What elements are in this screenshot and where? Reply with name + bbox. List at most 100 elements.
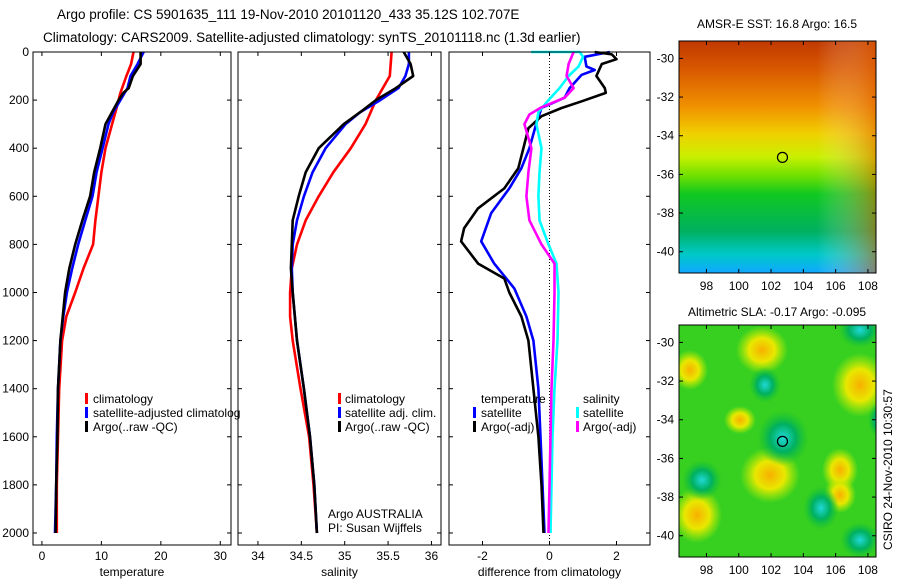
x-tick-label: 34 — [251, 549, 265, 563]
y-tick-label: 400 — [9, 141, 29, 155]
x-tick-label: 0 — [546, 549, 553, 563]
lon-tick-label: 100 — [729, 279, 749, 293]
argo-float-location-marker — [776, 151, 789, 163]
legend-swatch-climatology — [338, 393, 341, 404]
legend-swatch-argo — [338, 421, 341, 432]
x-axis-label: difference from climatology — [478, 565, 621, 579]
sla-low — [749, 367, 781, 403]
series-line-argo-adj- — [459, 50, 618, 534]
profile-panel-2: 34 34.5 35 35.5 36 salinity — [237, 51, 442, 579]
lon-tick-label: 98 — [700, 279, 714, 293]
salinity-legend: climatology satellite adj. clim. Argo(..… — [328, 392, 436, 535]
argo-australia-note: Argo AUSTRALIA — [328, 507, 423, 521]
series-line-satellite-adj-clim- — [290, 52, 411, 534]
series-line-climatology — [55, 51, 135, 533]
legend-label: Argo(-adj) — [481, 420, 534, 434]
sla-low — [803, 486, 839, 530]
legend-swatch-sal-satellite — [576, 407, 579, 418]
lat-tick-label: -32 — [657, 374, 675, 388]
legend-swatch-temp-satellite — [473, 407, 476, 418]
x-axis-label: temperature — [100, 565, 165, 579]
lon-tick-label: 108 — [858, 279, 878, 293]
x-tick-label: 36 — [425, 549, 439, 563]
legend-label: satellite — [583, 406, 624, 420]
sla-high — [832, 353, 876, 417]
y-tick-label: 2000 — [2, 526, 29, 540]
legend-label: satellite — [481, 406, 522, 420]
profile-panel-3: -2 0 2 difference from climatology — [448, 50, 651, 579]
y-tick-label: 1200 — [2, 334, 29, 348]
sst-map: AMSR-E SST: 16.8 Argo: 16.5 98 100 102 104 1… — [657, 17, 879, 293]
lat-tick-label: -36 — [657, 167, 675, 181]
sla-low — [757, 410, 809, 466]
lon-tick-label: 106 — [826, 563, 846, 577]
lat-tick-label: -38 — [657, 490, 675, 504]
lon-tick-label: 98 — [700, 563, 714, 577]
map-frame — [678, 40, 877, 274]
sla-high — [736, 326, 788, 374]
sst-map-title: AMSR-E SST: 16.8 Argo: 16.5 — [697, 17, 857, 31]
legend-label: satellite adj. clim. — [345, 406, 436, 420]
lat-tick-label: -40 — [657, 245, 675, 259]
profile-panel-1: 0 10 20 30 0 200 400 600 800 1000 1200 1400 1600 1800… — [2, 45, 232, 579]
legend-label: climatology — [345, 392, 405, 406]
series-line-satellite — [479, 50, 611, 534]
legend-swatch-argo — [85, 421, 88, 432]
legend-label: Argo(..raw -QC) — [93, 420, 178, 434]
sla-high — [724, 406, 756, 434]
lon-tick-label: 102 — [761, 563, 781, 577]
difference-legend: temperature satellite Argo(-adj) salinit… — [473, 392, 636, 434]
lon-tick-label: 100 — [729, 563, 749, 577]
legend-swatch-satellite — [338, 407, 341, 418]
lon-tick-label: 104 — [793, 563, 813, 577]
x-tick-label: 35 — [338, 549, 352, 563]
legend-swatch-climatology — [85, 393, 88, 404]
series-line-climatology — [288, 51, 393, 534]
lat-tick-label: -36 — [657, 451, 675, 465]
x-tick-label: 35.5 — [376, 549, 400, 563]
temperature-legend: climatology satellite-adjusted climatolo… — [85, 392, 246, 434]
y-tick-label: 200 — [9, 93, 29, 107]
sla-low — [840, 522, 876, 557]
csiro-timestamp: CSIRO 24-Nov-2010 10:30:57 — [881, 389, 895, 550]
series-line-satellite-adjusted-climatology — [53, 51, 145, 534]
lat-tick-label: -30 — [657, 335, 675, 349]
legend-label: climatology — [93, 392, 153, 406]
lon-tick-label: 104 — [793, 279, 813, 293]
sla-low — [682, 460, 722, 500]
argo-float-location-marker — [776, 435, 789, 447]
y-tick-label: 800 — [9, 237, 29, 251]
map-frame — [678, 324, 877, 558]
sla-low — [838, 325, 876, 348]
series-line-argo-adj- — [523, 51, 575, 534]
lat-tick-label: -30 — [657, 51, 675, 65]
lat-tick-label: -32 — [657, 90, 675, 104]
legend-group-salinity: salinity — [583, 392, 620, 406]
legend-group-temperature: temperature — [481, 392, 546, 406]
sla-high — [679, 350, 708, 390]
x-axis-label: salinity — [321, 565, 358, 579]
x-tick-label: 20 — [154, 549, 168, 563]
legend-label: satellite-adjusted climatology — [93, 406, 246, 420]
lat-tick-label: -34 — [657, 413, 675, 427]
x-tick-label: 34.5 — [290, 549, 314, 563]
y-tick-label: 1000 — [2, 285, 29, 299]
plot-frame — [32, 51, 232, 546]
plot-frame — [237, 51, 442, 546]
legend-swatch-satellite — [85, 407, 88, 418]
series-line-argo-raw-qc- — [54, 52, 142, 534]
sla-map-title: Altimetric SLA: -0.17 Argo: -0.095 — [688, 305, 866, 319]
lon-tick-label: 102 — [761, 279, 781, 293]
x-tick-label: 2 — [613, 549, 620, 563]
x-tick-label: 10 — [95, 549, 109, 563]
legend-swatch-sal-argo — [576, 421, 579, 432]
pi-note: PI: Susan Wijffels — [328, 521, 422, 535]
lon-tick-label: 108 — [858, 563, 878, 577]
legend-label: Argo(-adj) — [583, 420, 636, 434]
x-tick-label: -2 — [477, 549, 488, 563]
legend-label: Argo(..raw -QC) — [345, 420, 430, 434]
x-tick-label: 30 — [214, 549, 228, 563]
y-tick-label: 0 — [22, 45, 29, 59]
figure-title-line2: Climatology: CARS2009. Satellite-adjuste… — [43, 30, 581, 45]
